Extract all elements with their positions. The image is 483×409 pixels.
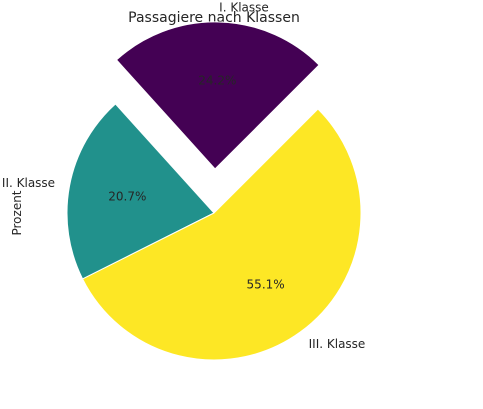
pie-slice xyxy=(81,108,362,361)
slice-category-label: III. Klasse xyxy=(309,337,366,351)
slice-percent-label: 55.1% xyxy=(247,278,285,292)
slice-percent-label: 24.2% xyxy=(198,74,236,88)
slice-category-label: I. Klasse xyxy=(219,0,269,14)
slice-category-label: II. Klasse xyxy=(2,176,55,190)
slice-percent-label: 20.7% xyxy=(108,190,146,204)
y-axis-label: Prozent xyxy=(10,190,24,235)
chart-title: Passagiere nach Klassen xyxy=(128,10,300,26)
pie-labels: 24.2% I. Klasse 20.7% II. Klasse 55.1% III. K… xyxy=(2,0,365,351)
pie-slice xyxy=(115,21,320,170)
pie-slice xyxy=(66,103,215,280)
pie-slices xyxy=(66,21,362,361)
